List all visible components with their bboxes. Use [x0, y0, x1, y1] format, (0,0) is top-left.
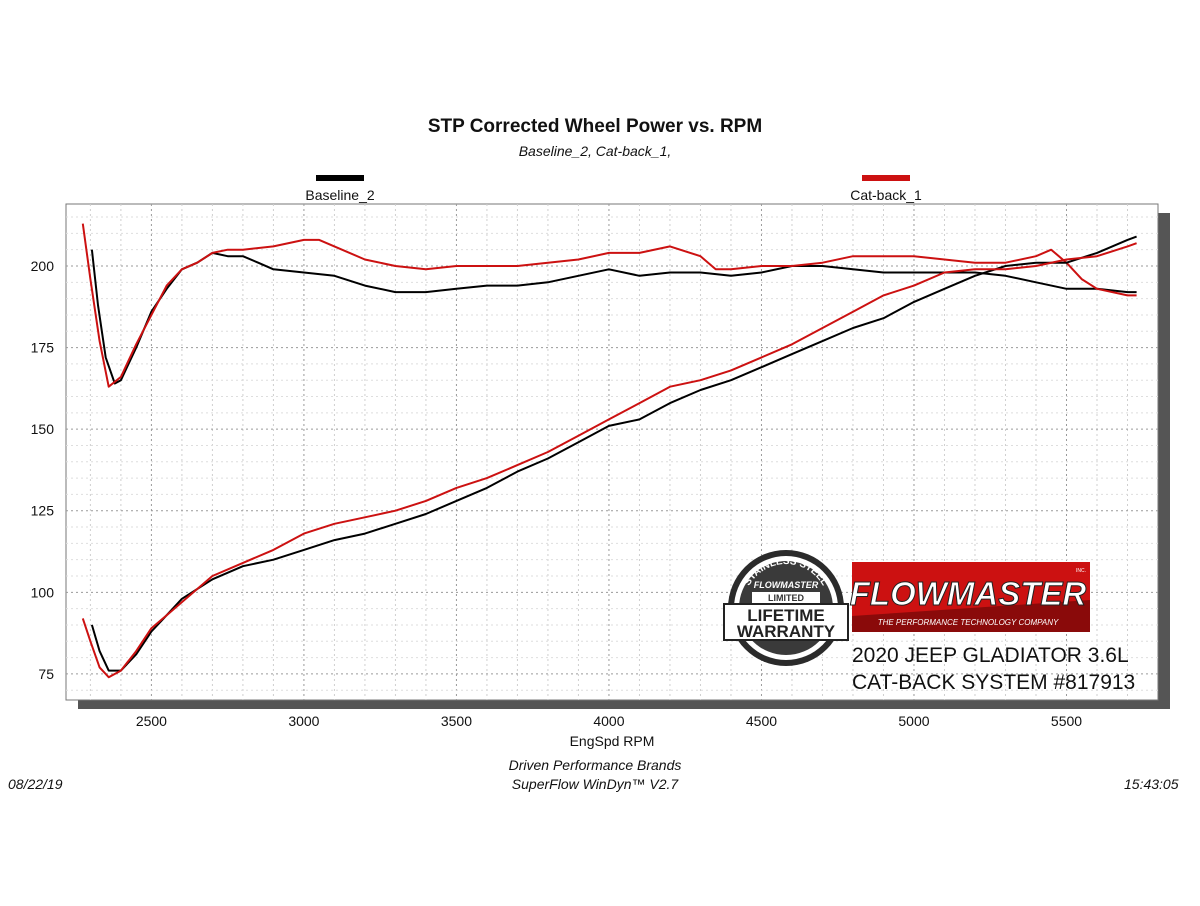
badge-limited: LIMITED — [768, 593, 804, 603]
x-axis-label: EngSpd RPM — [570, 733, 655, 749]
legend-swatch-baseline — [316, 175, 364, 181]
legend-item-baseline: Baseline_2 — [270, 175, 410, 203]
legend-label-catback: Cat-back_1 — [850, 187, 922, 203]
footer-software: SuperFlow WinDyn™ V2.7 — [511, 776, 679, 792]
chart-subtitle: Baseline_2, Cat-back_1, — [518, 143, 672, 159]
x-tick-label: 2500 — [136, 713, 167, 729]
vehicle-caption-line1: 2020 JEEP GLADIATOR 3.6L — [852, 644, 1129, 667]
series-line-cat-back-1-torque — [81, 223, 1137, 388]
x-tick-label: 4000 — [593, 713, 624, 729]
series-line-baseline-2-power — [90, 235, 1137, 672]
axis-ticks: 2500 3000 3500 4000 4500 5000 5500 75 100 125 150 1… — [31, 258, 1083, 729]
legend-swatch-catback — [862, 175, 910, 181]
footer-date: 08/22/19 — [8, 776, 63, 792]
y-tick-label: 150 — [31, 421, 55, 437]
lifetime-warranty-badge: STAINLESS STEEL FLOWMASTER LIMITED LIFET… — [723, 550, 849, 666]
badge-line1: LIFETIME — [747, 606, 824, 625]
x-tick-label: 5000 — [898, 713, 929, 729]
legend-label-baseline: Baseline_2 — [305, 187, 375, 203]
vehicle-caption-line2: CAT-BACK SYSTEM #817913 — [852, 671, 1135, 694]
y-tick-label: 75 — [38, 666, 54, 682]
x-tick-label: 4500 — [746, 713, 777, 729]
footer-time: 15:43:05 — [1124, 776, 1179, 792]
series-line-baseline-2-torque — [90, 249, 1137, 385]
y-tick-label: 200 — [31, 258, 55, 274]
flowmaster-logo: FLOWMASTER INC. THE PERFORMANCE TECHNOLO… — [849, 562, 1090, 632]
y-tick-label: 100 — [31, 584, 55, 600]
series-lines — [81, 223, 1137, 679]
x-tick-label: 3500 — [441, 713, 472, 729]
badge-brand: FLOWMASTER — [754, 580, 819, 590]
legend-item-catback: Cat-back_1 — [816, 175, 956, 203]
y-tick-label: 175 — [31, 340, 55, 356]
x-tick-label: 3000 — [288, 713, 319, 729]
footer-company: Driven Performance Brands — [508, 757, 682, 773]
chart-title: STP Corrected Wheel Power vs. RPM — [427, 116, 763, 137]
y-tick-label: 125 — [31, 503, 55, 519]
series-line-cat-back-1-power — [81, 242, 1137, 679]
logo-brand: FLOWMASTER — [850, 575, 1087, 612]
x-tick-label: 5500 — [1051, 713, 1082, 729]
logo-tagline: THE PERFORMANCE TECHNOLOGY COMPANY — [878, 618, 1059, 627]
logo-reg: INC. — [1076, 568, 1086, 574]
badge-line2: WARRANTY — [737, 622, 836, 641]
